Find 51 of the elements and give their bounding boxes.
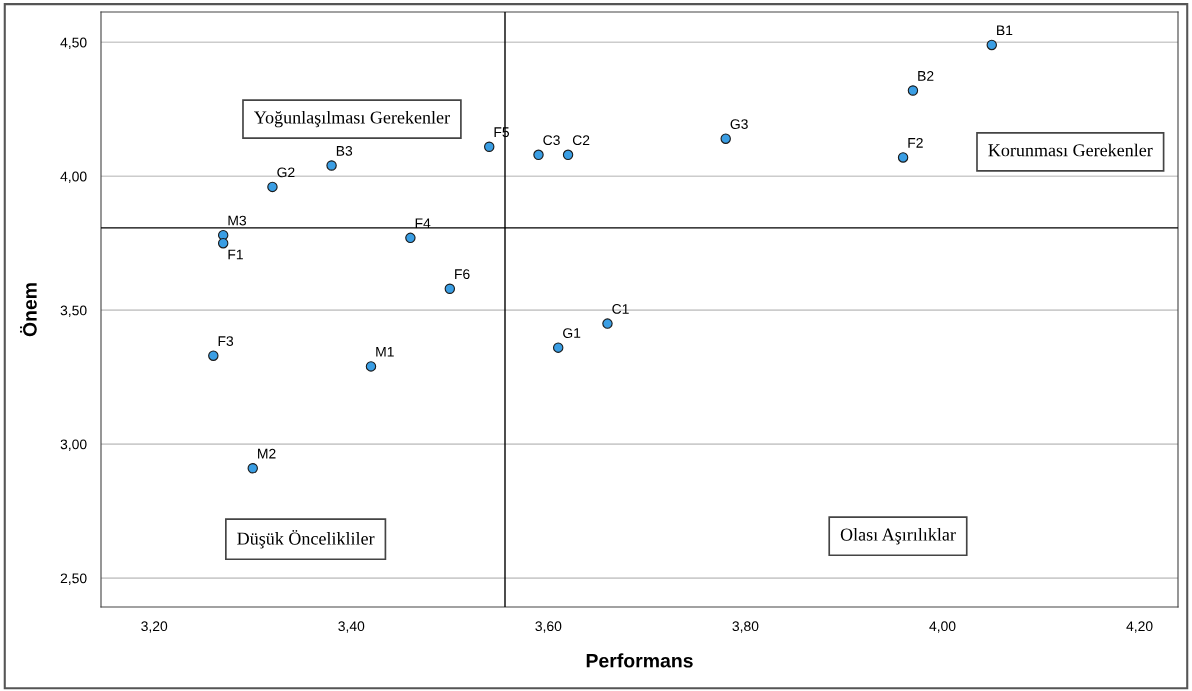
x-tick-label: 3,60: [535, 621, 562, 633]
point: [405, 232, 416, 244]
point: [444, 283, 456, 294]
x-tick-label: 3,80: [732, 621, 759, 633]
point: [208, 350, 219, 361]
point: [897, 152, 909, 163]
annotation: G2: [277, 167, 295, 178]
annotation: Olası Aşırılıklar: [840, 528, 956, 545]
annotation: B2: [918, 70, 934, 81]
point: [267, 181, 278, 193]
x-tick-label: 3,20: [141, 621, 168, 633]
annotation: C3: [543, 135, 560, 146]
x-axis-title: Performans: [586, 653, 693, 668]
annotation: C1: [612, 304, 629, 314]
y-tick-label: 4,50: [60, 37, 87, 50]
point: [552, 342, 564, 353]
point: [907, 85, 919, 96]
annotation: Düşük Öncelikliler: [237, 529, 375, 549]
point: [562, 149, 574, 161]
point: [326, 160, 337, 171]
annotation: F2: [908, 137, 923, 148]
annotation: F6: [455, 269, 470, 280]
annotation: G1: [563, 328, 581, 338]
annotation: B3: [336, 145, 353, 156]
point: [533, 149, 544, 161]
y-tick-label: 3,50: [60, 305, 87, 317]
y-tick-label: 3,00: [60, 439, 87, 451]
point: [217, 237, 229, 249]
y-axis-title: Önem: [20, 283, 37, 337]
annotation: M2: [258, 448, 276, 459]
x-tick-label: 3,40: [338, 621, 365, 633]
point: [247, 463, 258, 474]
point: [720, 133, 731, 144]
annotation: F1: [228, 249, 243, 260]
annotation: F4: [415, 218, 431, 229]
y-tick-label: 2,50: [60, 573, 87, 585]
point: [986, 39, 997, 51]
annotation: F3: [218, 336, 234, 347]
annotation: M3: [228, 215, 247, 226]
point: [484, 141, 495, 152]
x-tick-label: 4,20: [1126, 621, 1153, 633]
annotation: B1: [997, 25, 1013, 36]
annotation: Korunması Gerekenler: [988, 143, 1153, 157]
point: [365, 361, 377, 372]
annotation: C2: [572, 135, 590, 146]
annotation: G3: [730, 119, 748, 130]
point: [602, 318, 613, 329]
annotation: M1: [376, 347, 394, 357]
x-tick-label: 4,00: [929, 621, 956, 633]
annotation: Yoğunlaşılması Gerekenler: [254, 110, 450, 128]
y-tick-label: 4,00: [60, 171, 87, 184]
